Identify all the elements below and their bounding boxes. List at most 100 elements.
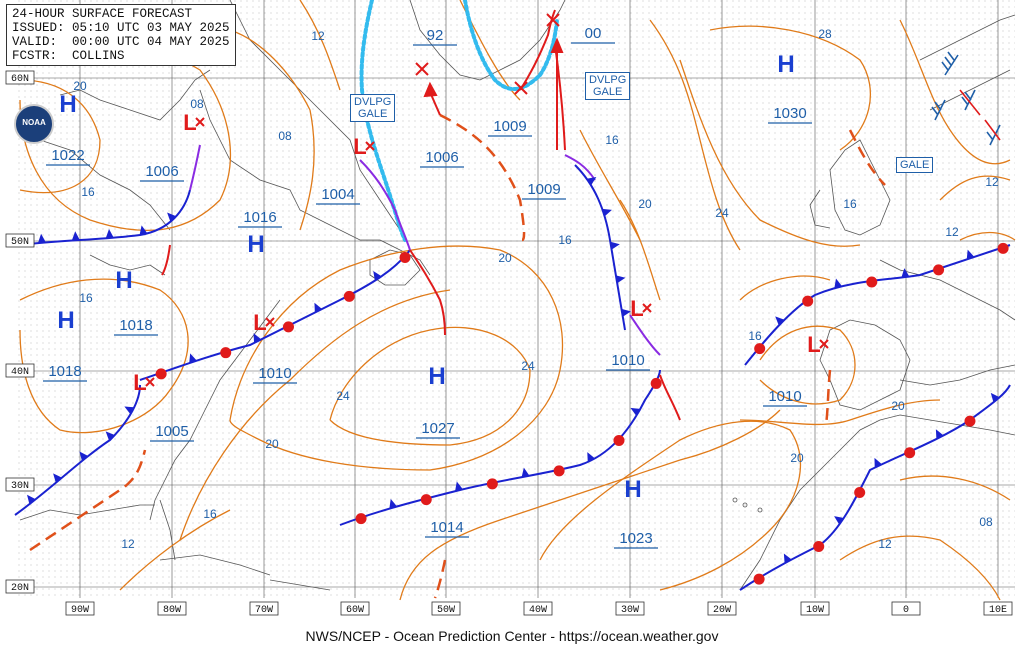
cold-front-symbol [587, 452, 595, 462]
warm-front-symbol [343, 290, 355, 302]
warning-box-dvlpg-gale-1: DVLPG GALE [350, 94, 396, 122]
warm-front-symbol [866, 276, 878, 288]
high-pressure-symbol: H [624, 476, 641, 503]
map-background [15, 0, 1015, 598]
header-title: 24-HOUR SURFACE FORECAST [12, 7, 193, 21]
lon-label: 60W [346, 605, 364, 616]
cold-front-symbol [874, 457, 882, 468]
isobar-label: 16 [558, 233, 572, 247]
cold-front-symbol [71, 231, 80, 241]
cold-front-symbol [455, 481, 463, 492]
cold-front-symbol [167, 212, 177, 222]
isobar-label: 16 [81, 185, 95, 199]
lat-label-box [5, 363, 35, 378]
warm-front-symbol [802, 295, 814, 307]
cold-front-symbol [783, 553, 792, 564]
cold-front-symbol [253, 333, 262, 343]
wind-barbs-red [959, 89, 1001, 141]
lon-label-box [157, 601, 187, 616]
lat-label-box [5, 70, 35, 85]
lon-label-box [615, 601, 645, 616]
lon-label: 90W [71, 605, 89, 616]
warm-front-symbol [904, 447, 916, 459]
cold-front-symbol [521, 467, 530, 478]
lon-label: 20W [713, 605, 731, 616]
lat-label-box [5, 233, 35, 248]
isobar-label: 28 [818, 27, 832, 41]
header-valid: VALID: 00:00 UTC 04 MAY 2025 [12, 35, 230, 49]
pressure-systems: H 1022 L 1006 H 1018 H 1018 H 1016 L 1004 L 1006 L 1009… [0, 0, 829, 549]
pressure-value: 00 [585, 25, 602, 42]
coastlines [19, 0, 1016, 591]
isobar-label: 08 [190, 97, 204, 111]
cold-front-symbol [27, 494, 36, 505]
isobar-label: 16 [605, 133, 619, 147]
high-pressure-symbol: H [428, 363, 445, 390]
low-pressure-symbol: L [807, 332, 820, 357]
warm-front-symbol [854, 487, 866, 499]
cold-front-symbol [373, 270, 382, 281]
cold-front-symbol [37, 233, 46, 244]
warm-front-symbol [155, 368, 167, 380]
lon-label: 10E [989, 605, 1007, 616]
motion-arrows [423, 37, 564, 150]
isobar-label: 20 [265, 437, 279, 451]
pressure-value: 1027 [421, 420, 454, 437]
isobars [19, 0, 1016, 601]
lat-label: 60N [11, 74, 29, 85]
low-pressure-symbol: L [0, 0, 7, 5]
front-symbols [27, 177, 1009, 585]
low-pressure-symbol: L [0, 0, 7, 5]
low-center-x [819, 339, 829, 349]
isobar-label: 16 [843, 197, 857, 211]
pressure-value: 1018 [48, 363, 81, 380]
cold-front-symbol [79, 451, 89, 462]
lon-label: 50W [437, 605, 455, 616]
lon-label-box [431, 601, 461, 616]
pressure-value: 1010 [611, 352, 644, 369]
pressure-value: 1006 [425, 149, 458, 166]
lat-label: 20N [11, 583, 29, 594]
high-pressure-symbol: H [115, 267, 132, 294]
warm-front-symbol [650, 377, 662, 389]
isobar-label: 08 [278, 129, 292, 143]
pressure-value: 1006 [145, 163, 178, 180]
lon-label-box [523, 601, 553, 616]
cold-front-symbol [139, 225, 148, 236]
warning-line1: DVLPG [354, 96, 392, 108]
isobar-label: 20 [498, 251, 512, 265]
noaa-logo: NOAA [14, 104, 54, 144]
footer-credit: NWS/NCEP - Ocean Prediction Center - htt… [305, 628, 719, 644]
warning-line2: GALE [357, 108, 388, 120]
lon-label: 70W [255, 605, 273, 616]
cold-front-symbol [189, 353, 197, 364]
low-pressure-symbol: L [630, 296, 643, 321]
pressure-value: 1022 [51, 147, 84, 164]
cold-front-symbol [610, 241, 620, 250]
cold-front-symbol [602, 208, 612, 217]
axis-labels: 90W 80W 70W 60W 50W 40W 30W 20W 10W 0 10E 60N 50N 40N… [5, 70, 1013, 616]
warm-front-symbol [399, 251, 411, 263]
lon-label-box [707, 601, 737, 616]
low-pressure-symbol: L [133, 370, 146, 395]
lon-label: 80W [163, 605, 181, 616]
isobar-label: 12 [121, 537, 135, 551]
pressure-value: 1010 [768, 388, 801, 405]
warm-front-symbol [813, 541, 825, 553]
isobar-label: 24 [521, 359, 535, 373]
warm-front-symbol [355, 513, 367, 525]
cold-front-symbol [775, 316, 785, 326]
cold-front-symbol [124, 406, 135, 415]
warm-front-symbol [613, 434, 625, 446]
isobar-label: 12 [945, 225, 959, 239]
warning-line1: DVLPG [589, 74, 627, 86]
isobar-label: 16 [748, 329, 762, 343]
lat-label-box [5, 477, 35, 492]
lon-label: 0 [903, 605, 909, 616]
cold-front-symbol [990, 392, 1000, 403]
lon-label-box [65, 601, 95, 616]
pressure-value: 1016 [243, 209, 276, 226]
warm-front-symbol [933, 264, 945, 276]
pressure-value: 92 [427, 27, 444, 44]
